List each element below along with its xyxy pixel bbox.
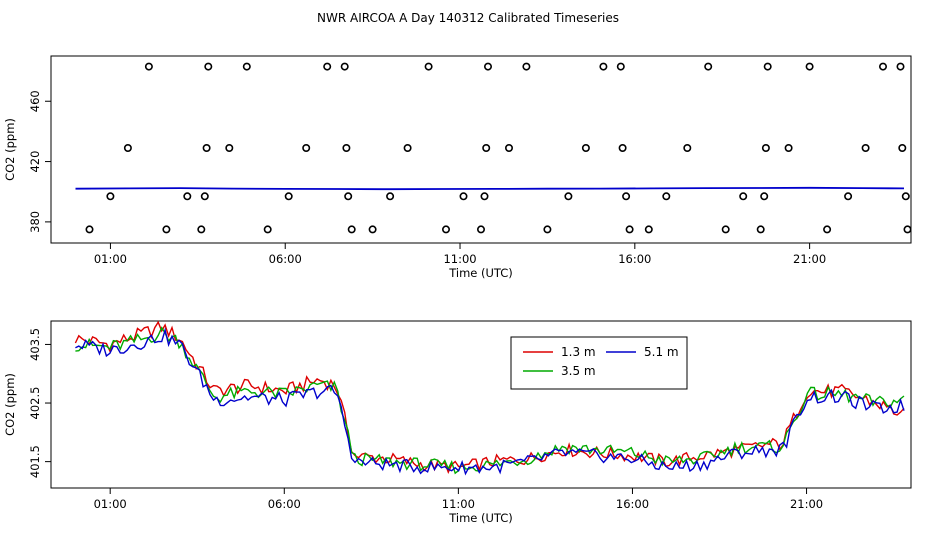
top-data-point xyxy=(784,144,793,153)
top-data-point xyxy=(302,144,311,153)
top-x-tick-label: 01:00 xyxy=(94,252,127,266)
bottom-x-tick-label: 16:00 xyxy=(616,497,649,511)
bottom-x-axis-label: Time (UTC) xyxy=(448,511,513,525)
bottom-y-tick-label: 402.5 xyxy=(28,387,42,420)
top-data-point xyxy=(763,62,772,71)
top-data-point xyxy=(162,225,171,234)
top-x-tick-label: 16:00 xyxy=(618,252,651,266)
top-data-point xyxy=(424,62,433,71)
top-y-axis-label: CO2 (ppm) xyxy=(3,118,17,181)
top-data-point xyxy=(504,144,513,153)
top-data-point xyxy=(903,225,912,234)
top-data-point xyxy=(683,144,692,153)
top-data-point xyxy=(403,144,412,153)
top-data-point xyxy=(625,225,634,234)
bottom-y-axis-label: CO2 (ppm) xyxy=(3,373,17,436)
top-data-point xyxy=(844,192,853,201)
top-y-tick-label: 460 xyxy=(28,90,42,112)
top-y-tick-label: 420 xyxy=(28,151,42,173)
bottom-x-tick-label: 01:00 xyxy=(94,497,127,511)
top-data-point xyxy=(483,62,492,71)
top-data-point xyxy=(861,144,870,153)
top-x-tick-label: 06:00 xyxy=(269,252,302,266)
top-data-point xyxy=(204,62,213,71)
top-data-point xyxy=(482,144,491,153)
top-x-tick-label: 11:00 xyxy=(443,252,476,266)
top-data-point xyxy=(622,192,631,201)
top-data-point xyxy=(200,192,209,201)
top-data-point xyxy=(564,192,573,201)
top-data-point xyxy=(823,225,832,234)
top-data-point xyxy=(599,62,608,71)
top-data-point xyxy=(898,144,907,153)
legend-box xyxy=(510,336,688,390)
top-data-point xyxy=(756,225,765,234)
bottom-x-tick-label: 06:00 xyxy=(268,497,301,511)
legend-entry: 1.3 m xyxy=(561,345,596,359)
top-data-point xyxy=(202,144,211,153)
top-data-point xyxy=(123,144,132,153)
bottom-plot-frame xyxy=(50,320,912,489)
top-data-point xyxy=(618,144,627,153)
bottom-x-tick-label: 21:00 xyxy=(790,497,823,511)
top-data-point xyxy=(616,62,625,71)
top-data-point xyxy=(144,62,153,71)
top-data-point xyxy=(480,192,489,201)
bottom-x-tick-label: 11:00 xyxy=(442,497,475,511)
top-data-point xyxy=(704,62,713,71)
top-data-point xyxy=(225,144,234,153)
chart-title: NWR AIRCOA A Day 140312 Calibrated Times… xyxy=(317,11,619,25)
top-data-point xyxy=(721,225,730,234)
top-data-point xyxy=(581,144,590,153)
top-x-tick-label: 21:00 xyxy=(793,252,826,266)
top-data-point xyxy=(242,62,251,71)
top-plot-frame xyxy=(50,55,912,244)
top-data-point xyxy=(805,62,814,71)
top-measured-line xyxy=(75,186,905,191)
bottom-y-tick-label: 403.5 xyxy=(28,328,42,361)
top-data-point xyxy=(284,192,293,201)
top-data-point xyxy=(522,62,531,71)
top-data-point xyxy=(347,225,356,234)
top-data-point xyxy=(878,62,887,71)
top-y-tick-label: 380 xyxy=(28,211,42,233)
top-data-point xyxy=(644,225,653,234)
top-data-point xyxy=(368,225,377,234)
top-data-point xyxy=(662,192,671,201)
bottom-panel: 01:00 06:00 11:00 16:00 21:00 401.5 402.5 403.5… xyxy=(3,320,912,525)
top-data-point xyxy=(761,144,770,153)
top-data-point xyxy=(344,192,353,201)
top-data-point xyxy=(197,225,206,234)
top-data-point xyxy=(901,192,910,201)
series-line-1-3-m xyxy=(74,320,905,475)
top-data-point xyxy=(459,192,468,201)
legend-entry: 3.5 m xyxy=(561,364,596,378)
top-data-point xyxy=(441,225,450,234)
top-x-axis-label: Time (UTC) xyxy=(448,266,513,280)
top-data-point xyxy=(760,192,769,201)
top-data-point xyxy=(85,225,94,234)
top-data-point xyxy=(342,144,351,153)
legend-entry: 5.1 m xyxy=(644,345,679,359)
top-data-point xyxy=(106,192,115,201)
series-line-3-5-m xyxy=(75,326,905,475)
top-data-point xyxy=(543,225,552,234)
top-data-point xyxy=(340,62,349,71)
top-data-point xyxy=(323,62,332,71)
top-data-point xyxy=(739,192,748,201)
top-data-point xyxy=(476,225,485,234)
series-line-5-1-m xyxy=(75,327,905,476)
top-data-point xyxy=(263,225,272,234)
bottom-y-tick-label: 401.5 xyxy=(28,445,42,478)
top-data-point xyxy=(386,192,395,201)
top-data-point xyxy=(183,192,192,201)
top-data-point xyxy=(896,62,905,71)
top-panel: 01:00 06:00 11:00 16:00 21:00 380 420 460 Time (… xyxy=(3,55,912,280)
